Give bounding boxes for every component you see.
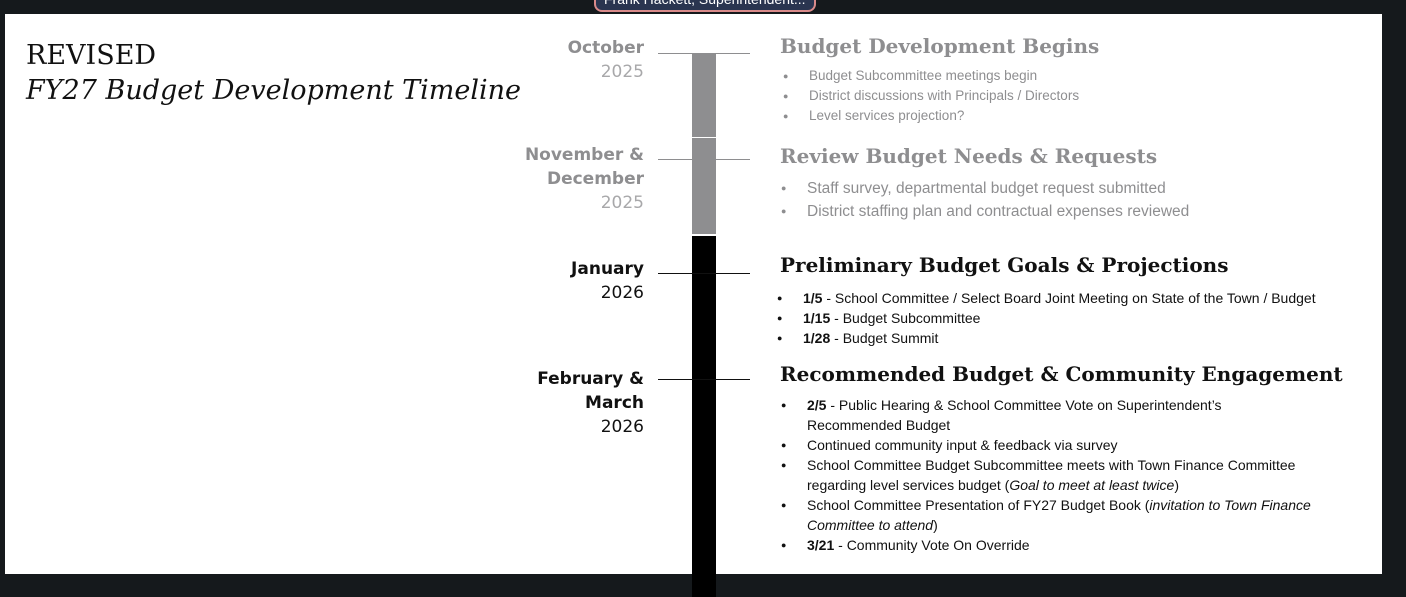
section-heading: Preliminary Budget Goals & Projections — [780, 253, 1229, 277]
bullet-text: - Community Vote On Override — [834, 537, 1030, 553]
timeline-bar-segment — [692, 138, 716, 234]
bullet-icon: ● — [781, 440, 787, 450]
milestone-year: 2025 — [600, 62, 644, 82]
bullet-icon: ● — [781, 460, 787, 470]
section-bullets: ● 1/5 - School Committee / Select Board J… — [777, 288, 1316, 348]
bullet-text: School Committee Presentation of FY27 Bu… — [807, 497, 1150, 513]
bullet-icon: ● — [781, 500, 787, 510]
bullet-note: Goal to meet at least twice — [1009, 477, 1175, 493]
bullet-text: Level services projection? — [809, 108, 965, 123]
bullet-item: ● 1/28 - Budget Summit — [777, 328, 1316, 348]
milestone-month-2: December — [546, 169, 644, 189]
timeline-section: Review Budget Needs & Requests ● Staff sur… — [780, 143, 1189, 223]
timeline-bar-segment — [692, 236, 716, 397]
bullet-item: ● 1/15 - Budget Subcommittee — [777, 308, 1316, 328]
bullet-text: District discussions with Principals / D… — [809, 88, 1080, 103]
bullet-icon: ● — [777, 313, 783, 323]
slide-title: REVISED FY27 Budget Development Timeline — [26, 38, 521, 108]
section-heading: Budget Development Begins — [780, 34, 1100, 58]
bullet-text-end: ) — [1174, 477, 1179, 493]
milestone-year: 2025 — [600, 193, 644, 213]
milestone-month: January — [571, 259, 644, 279]
bullet-item: ● 1/5 - School Committee / Select Board J… — [777, 288, 1316, 308]
timeline-section: Recommended Budget & Community Engagemen… — [780, 361, 1343, 555]
bullet-item: ● Budget Subcommittee meetings begin — [783, 66, 1099, 86]
bullet-date: 2/5 — [807, 397, 827, 413]
bullet-text: Staff survey, departmental budget reques… — [807, 180, 1166, 197]
timeline-bar-segment — [692, 53, 716, 137]
bullet-text: - School Committee / Select Board Joint … — [822, 290, 1316, 306]
bullet-icon: ● — [783, 91, 789, 101]
milestone-date-label: November & December 2025 — [525, 143, 644, 215]
section-bullets: ● 2/5 - Public Hearing & School Committee… — [781, 395, 1343, 555]
milestone-month: October — [567, 38, 644, 58]
timeline-connector — [658, 379, 750, 380]
milestone-date-label: January 2026 — [571, 257, 644, 305]
section-heading: Recommended Budget & Community Engagemen… — [780, 362, 1343, 386]
timeline-bar-segment — [692, 397, 716, 597]
bullet-date: 1/5 — [803, 290, 823, 306]
speaker-name-label: Frank Hackett, Superintendent... — [594, 0, 816, 12]
bullet-item: ● 2/5 - Public Hearing & School Committee… — [781, 395, 1343, 435]
bullet-text: Budget Subcommittee meetings begin — [809, 68, 1038, 83]
bullet-icon: ● — [783, 71, 789, 81]
section-bullets: ● Budget Subcommittee meetings begin ● Dist… — [783, 66, 1099, 126]
milestone-month: November & — [524, 145, 644, 165]
bullet-icon: ● — [783, 111, 789, 121]
timeline-connector — [658, 159, 750, 160]
bullet-item: ● Level services projection? — [783, 106, 1099, 126]
title-line-revised: REVISED — [26, 40, 157, 71]
milestone-year: 2026 — [600, 417, 644, 437]
shared-slide: REVISED FY27 Budget Development Timeline… — [5, 14, 1382, 597]
bullet-text: District staffing plan and contractual e… — [807, 203, 1190, 220]
milestone-date-label: October 2025 — [568, 36, 644, 84]
bullet-date: 1/15 — [803, 310, 831, 326]
bullet-text: Continued community input & feedback via… — [807, 437, 1118, 453]
bullet-icon: ● — [777, 293, 783, 303]
bullet-item: ● Staff survey, departmental budget reque… — [781, 177, 1189, 200]
bullet-date: 1/28 — [803, 330, 831, 346]
bullet-item: ● School Committee Budget Subcommittee me… — [781, 455, 1343, 495]
bullet-text-end: ) — [933, 517, 938, 533]
milestone-month-2: March — [585, 393, 644, 413]
milestone-month: February & — [537, 369, 644, 389]
section-heading: Review Budget Needs & Requests — [780, 144, 1158, 168]
bullet-item: ● District staffing plan and contractual … — [781, 200, 1190, 223]
bullet-date: 3/21 — [807, 537, 835, 553]
bullet-item: ● 3/21 - Community Vote On Override — [781, 535, 1343, 555]
timeline-connector — [658, 273, 750, 274]
bullet-item: ● District discussions with Principals / … — [783, 86, 1099, 106]
bullet-icon: ● — [781, 206, 787, 216]
bullet-text: - Public Hearing & School Committee Vote… — [807, 397, 1222, 433]
timeline-section: Preliminary Budget Goals & Projections ● 1… — [777, 252, 1316, 348]
bullet-icon: ● — [781, 400, 787, 410]
milestone-year: 2026 — [600, 283, 644, 303]
bullet-icon: ● — [781, 183, 787, 193]
section-bullets: ● Staff survey, departmental budget reque… — [781, 177, 1190, 223]
bullet-text: School Committee Budget Subcommittee mee… — [807, 457, 1296, 493]
title-line-main: FY27 Budget Development Timeline — [26, 75, 522, 106]
timeline-connector — [658, 53, 750, 54]
bullet-icon: ● — [777, 333, 783, 343]
timeline-section: Budget Development Begins ● Budget Subcomm… — [780, 33, 1099, 126]
bullet-text: - Budget Subcommittee — [830, 310, 981, 326]
bullet-icon: ● — [781, 540, 787, 550]
milestone-date-label: February & March 2026 — [537, 367, 644, 439]
bullet-text: - Budget Summit — [830, 330, 939, 346]
bullet-item: ● Continued community input & feedback vi… — [781, 435, 1343, 455]
bullet-item: ● School Committee Presentation of FY27 B… — [781, 495, 1343, 535]
bullet-note: invitation to Town Finance Committee to … — [807, 497, 1311, 533]
